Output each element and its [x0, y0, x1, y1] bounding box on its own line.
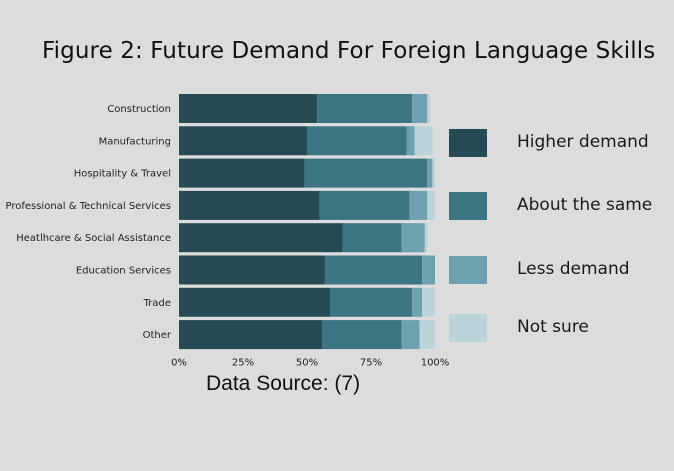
x-tick-label: 25%: [232, 357, 254, 368]
bar-education-services-higher-demand: [179, 255, 325, 285]
x-tick-label: 75%: [360, 357, 382, 368]
bar-heatlhcare-social-assistance-higher-demand: [179, 223, 343, 253]
bar-heatlhcare-social-assistance-about-the-same: [342, 223, 402, 253]
legend-label-higher-demand: Higher demand: [517, 132, 649, 152]
category-label-hospitality-travel: Hospitality & Travel: [74, 169, 171, 180]
category-label-education-services: Education Services: [76, 266, 171, 277]
bar-manufacturing-higher-demand: [179, 126, 307, 156]
legend-swatch-about-the-same: [449, 192, 487, 220]
bar-heatlhcare-social-assistance-less-demand: [401, 223, 425, 253]
bar-other-not-sure: [419, 320, 435, 350]
bar-professional-technical-services-not-sure: [427, 190, 435, 220]
bar-construction-less-demand: [411, 94, 428, 123]
bar-heatlhcare-social-assistance-not-sure: [424, 223, 428, 253]
bar-trade-higher-demand: [179, 287, 331, 317]
bar-construction-higher-demand: [179, 94, 318, 123]
bar-trade-less-demand: [411, 287, 423, 317]
category-label-professional-technical-services: Professional & Technical Services: [5, 201, 171, 212]
legend-label-not-sure: Not sure: [517, 317, 589, 337]
bar-trade-not-sure: [422, 287, 435, 317]
x-tick-label: 50%: [296, 357, 318, 368]
bar-manufacturing-about-the-same: [307, 126, 407, 156]
category-label-trade: Trade: [143, 298, 171, 309]
category-label-manufacturing: Manufacturing: [99, 136, 171, 147]
legend-swatch-less-demand: [449, 256, 487, 284]
bar-construction-about-the-same: [317, 94, 412, 123]
bar-education-services-about-the-same: [324, 255, 423, 285]
bar-other-higher-demand: [179, 320, 323, 350]
bar-other-about-the-same: [322, 320, 402, 350]
category-label-construction: Construction: [107, 104, 171, 115]
legend-label-less-demand: Less demand: [517, 259, 630, 279]
legend-swatch-higher-demand: [449, 129, 487, 157]
bar-hospitality-travel-about-the-same: [304, 158, 428, 188]
chart-title: Figure 2: Future Demand For Foreign Lang…: [42, 38, 656, 64]
bar-professional-technical-services-higher-demand: [179, 190, 320, 220]
x-tick-label: 100%: [421, 357, 450, 368]
bar-construction-not-sure: [427, 94, 430, 123]
category-label-heatlhcare-social-assistance: Heatlhcare & Social Assistance: [16, 233, 171, 244]
bar-hospitality-travel-higher-demand: [179, 158, 305, 188]
bar-other-less-demand: [401, 320, 420, 350]
bar-manufacturing-not-sure: [414, 126, 433, 156]
data-source-note: Data Source: (7): [206, 372, 361, 395]
bar-education-services-less-demand: [422, 255, 435, 285]
bar-hospitality-travel-less-demand: [427, 158, 433, 188]
bar-trade-about-the-same: [330, 287, 412, 317]
bar-hospitality-travel-not-sure: [432, 158, 435, 188]
bar-professional-technical-services-less-demand: [409, 190, 428, 220]
bar-professional-technical-services-about-the-same: [319, 190, 410, 220]
category-label-other: Other: [143, 330, 172, 341]
x-tick-label: 0%: [171, 357, 187, 368]
legend-swatch-not-sure: [449, 314, 487, 342]
bar-manufacturing-less-demand: [406, 126, 415, 156]
legend-label-about-the-same: About the same: [517, 195, 653, 215]
